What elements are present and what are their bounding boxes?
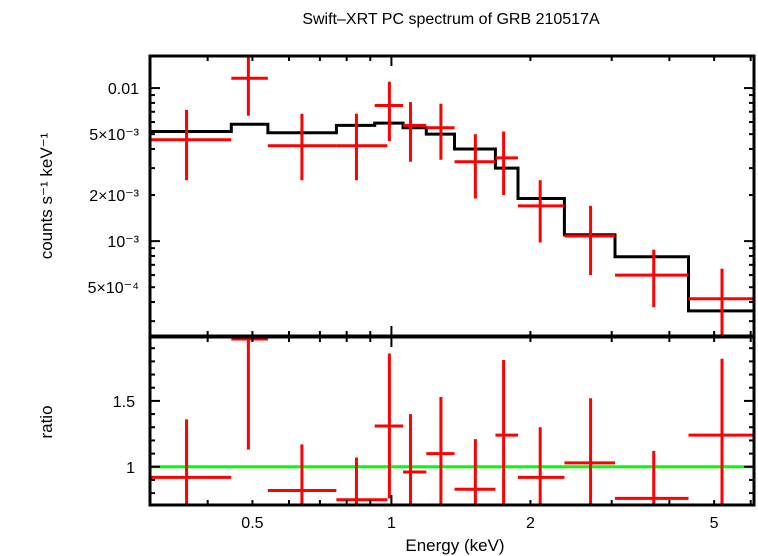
x-tick-label: 1 [387, 515, 396, 532]
ratio-point-9 [517, 427, 565, 505]
x-tick-label: 5 [710, 515, 719, 532]
ratio-frame [148, 335, 756, 507]
spectrum-point-10 [564, 205, 616, 276]
spectrum-point-3 [336, 113, 388, 181]
ratio-point-3 [336, 457, 388, 505]
spectrum-point-8 [495, 131, 518, 196]
ratio-point-5 [403, 414, 427, 505]
spectrum-point-12 [688, 268, 754, 336]
y-tick-label-spectrum: 2×10⁻³ [89, 188, 139, 205]
spectrum-point-1 [231, 56, 268, 116]
model-step-line [150, 121, 754, 313]
ratio-point-11 [615, 450, 689, 505]
spectrum-point-0 [150, 109, 232, 181]
y-tick-label-spectrum: 5×10⁻³ [89, 127, 139, 144]
ratio-point-8 [495, 360, 518, 505]
ratio-point-1 [231, 337, 268, 450]
spectrum-point-5 [403, 102, 427, 162]
y-axis-label-ratio: ratio [37, 405, 56, 438]
spectrum-point-9 [517, 180, 565, 243]
ratio-panel [150, 337, 754, 505]
y-tick-label-ratio: 1 [126, 460, 135, 477]
y-tick-label-ratio: 1.5 [113, 394, 135, 411]
ratio-point-6 [426, 396, 455, 505]
ratio-point-7 [454, 439, 496, 505]
ratio-point-2 [267, 444, 337, 505]
chart-title: Swift–XRT PC spectrum of GRB 210517A [302, 11, 600, 28]
ratio-point-4 [374, 353, 404, 499]
spectrum-point-6 [426, 103, 455, 160]
y-tick-label-spectrum: 5×10⁻⁴ [88, 280, 139, 297]
spectrum-panel [150, 56, 754, 336]
ratio-point-12 [688, 358, 754, 505]
ratio-point-10 [564, 398, 616, 505]
ratio-point-0 [150, 419, 232, 505]
x-tick-label: 0.5 [241, 515, 263, 532]
spectrum-point-4 [374, 81, 404, 142]
x-axis-label: Energy (keV) [405, 536, 504, 555]
spectrum-point-7 [454, 134, 496, 199]
y-tick-label-spectrum: 0.01 [108, 81, 139, 98]
axes-frame [148, 54, 756, 507]
x-tick-label: 2 [526, 515, 535, 532]
tick-labels: 0.5 1 2 5 0.01 5×10⁻³ 2×10⁻³ 10⁻³ 5×10⁻⁴ 1.5 1 [88, 81, 719, 532]
spectrum-point-2 [267, 113, 337, 181]
spectrum-frame [148, 54, 756, 338]
y-tick-label-spectrum: 10⁻³ [107, 234, 139, 251]
spectrum-point-11 [615, 249, 689, 308]
y-axis-label-spectrum: counts s⁻¹ keV⁻¹ [37, 132, 56, 259]
